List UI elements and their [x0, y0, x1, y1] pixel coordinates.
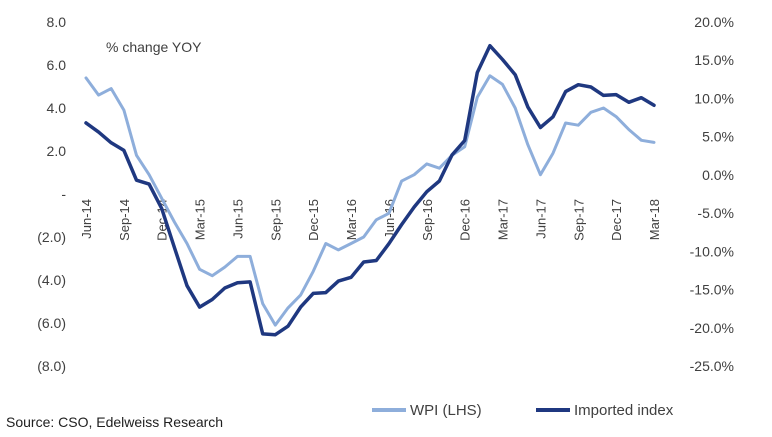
left-tick-label: - — [61, 186, 66, 202]
x-tick-label: Dec-15 — [306, 199, 321, 241]
x-axis: Jun-14 Sep-14 Dec-14 Mar-15 Jun-15 Sep-15 Dec-… — [79, 199, 662, 241]
left-axis: (8.0) (6.0) (4.0) (2.0) - 2.0 4.0 6.0 8.0 — [37, 14, 66, 374]
x-tick-label: Dec-17 — [609, 199, 624, 241]
x-tick-label: Mar-18 — [647, 199, 662, 240]
left-tick-label: (6.0) — [37, 315, 66, 331]
series-line-wpi — [84, 74, 656, 327]
legend: WPI (LHS) Imported index — [372, 402, 674, 419]
right-tick-label: -5.0% — [697, 205, 734, 221]
right-tick-label: 0.0% — [702, 167, 734, 183]
right-tick-label: -10.0% — [690, 243, 734, 259]
x-tick-label: Sep-14 — [117, 199, 132, 241]
series-lines — [84, 43, 656, 337]
right-tick-label: 10.0% — [694, 90, 734, 106]
left-tick-label: (4.0) — [37, 272, 66, 288]
right-tick-label: 20.0% — [694, 14, 734, 30]
x-tick-label: Mar-17 — [496, 199, 511, 240]
right-tick-label: 15.0% — [694, 52, 734, 68]
plot-area — [86, 22, 664, 366]
left-tick-label: (8.0) — [37, 358, 66, 374]
right-tick-label: -25.0% — [690, 358, 734, 374]
left-tick-label: (2.0) — [37, 229, 66, 245]
left-tick-label: 8.0 — [47, 14, 67, 30]
left-tick-label: 4.0 — [47, 100, 67, 116]
chart-annotation: % change YOY — [106, 39, 202, 55]
source-note: Source: CSO, Edelweiss Research — [6, 414, 223, 430]
left-tick-label: 6.0 — [47, 57, 67, 73]
x-tick-label: Dec-16 — [458, 199, 473, 241]
x-tick-label: Mar-15 — [193, 199, 208, 240]
x-tick-label: Sep-16 — [420, 199, 435, 241]
x-tick-label: Mar-16 — [344, 199, 359, 240]
right-tick-label: -15.0% — [690, 282, 734, 298]
right-tick-label: -20.0% — [690, 320, 734, 336]
x-tick-label: Jun-17 — [533, 199, 548, 239]
right-tick-label: 5.0% — [702, 129, 734, 145]
x-tick-label: Jun-15 — [230, 199, 245, 239]
series-line-imported-index — [84, 43, 656, 337]
x-tick-label: Sep-17 — [571, 199, 586, 241]
right-axis: -25.0% -20.0% -15.0% -10.0% -5.0% 0.0% 5.0% 10.… — [690, 14, 734, 374]
legend-label: WPI (LHS) — [410, 402, 482, 419]
x-tick-label: Dec-14 — [155, 199, 170, 241]
x-tick-label: Sep-15 — [268, 199, 283, 241]
x-tick-label: Jun-14 — [79, 199, 94, 239]
legend-label: Imported index — [574, 402, 674, 419]
left-tick-label: 2.0 — [47, 143, 67, 159]
x-tick-label: Jun-16 — [382, 199, 397, 239]
